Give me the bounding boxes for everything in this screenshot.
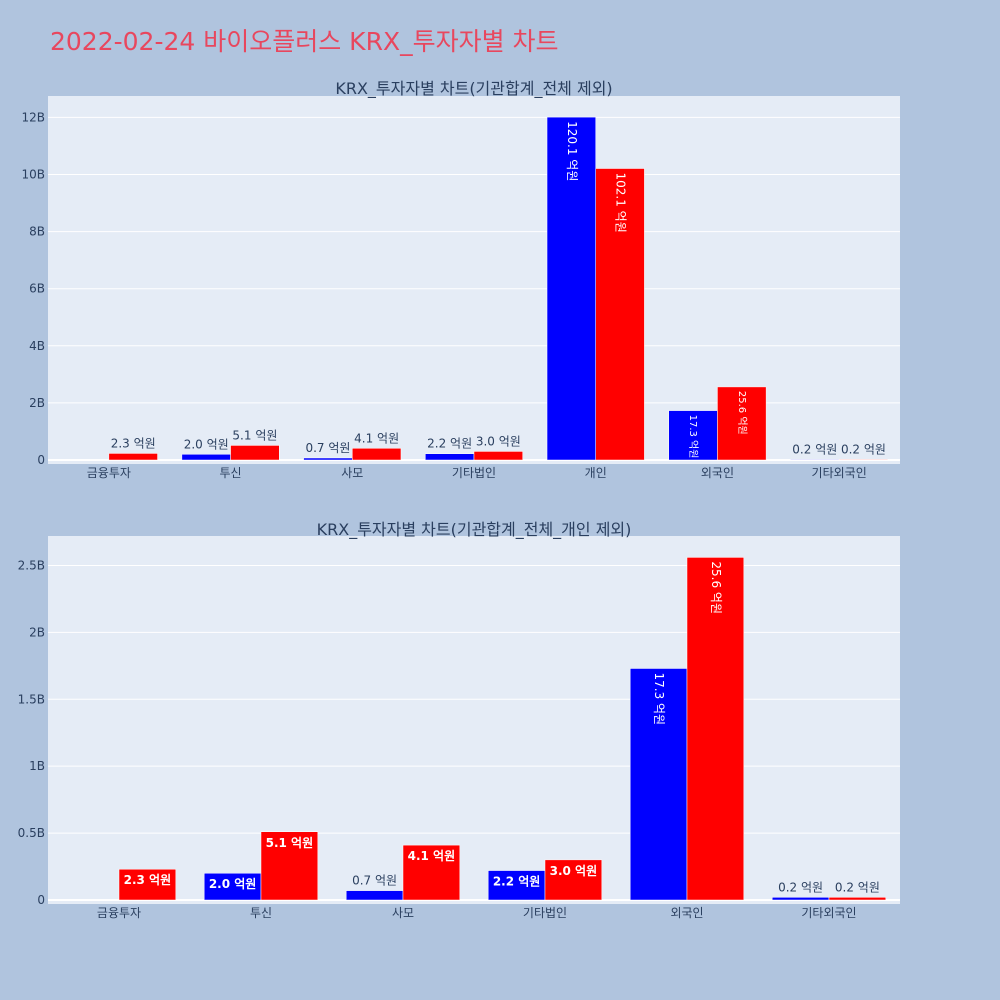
bar-value-label: 5.1 억원 <box>266 836 314 850</box>
x-tick-label: 사모 <box>392 906 414 920</box>
bar <box>425 453 475 461</box>
bar <box>203 872 262 901</box>
bar-value-label: 4.1 억원 <box>354 431 399 445</box>
bar <box>838 459 889 461</box>
bar <box>828 897 887 901</box>
bar <box>544 859 603 901</box>
x-tick-label: 기타법인 <box>452 466 496 480</box>
x-tick-label: 사모 <box>341 466 363 480</box>
x-tick-label: 외국인 <box>670 906 703 920</box>
bar-value-label: 2.3 억원 <box>124 873 172 887</box>
bar-value-label: 2.0 억원 <box>209 877 257 891</box>
bar-value-label: 25.6 억원 <box>736 391 748 435</box>
y-tick-label: 8B <box>29 225 45 239</box>
x-tick-label: 금융투자 <box>97 906 141 920</box>
bar-value-label: 0.2 억원 <box>778 880 823 894</box>
y-tick-label: 6B <box>29 282 45 296</box>
bar-value-label: 5.1 억원 <box>232 428 277 442</box>
top-chart-panel: 0 2B 4B 6B 8B 10B 12B KRX_투자자별 차트(기관합계_전체 제외) 금융… <box>21 79 900 480</box>
bar <box>771 897 830 901</box>
bar-value-label: 2.2 억원 <box>493 875 541 889</box>
bar-value-label: 102.1 억원 <box>614 173 628 233</box>
bar <box>181 454 231 461</box>
bar <box>118 868 177 901</box>
bar-value-label: 2.3 억원 <box>111 436 156 450</box>
bar <box>595 168 645 461</box>
bar-value-label: 0.2 억원 <box>792 442 837 456</box>
y-tick-label: 1.5B <box>18 692 45 706</box>
y-tick-label: 0.5B <box>18 826 45 840</box>
bar <box>546 116 596 461</box>
y-tick-label: 2.5B <box>18 558 45 572</box>
bar-value-label: 3.0 억원 <box>550 864 598 878</box>
bar <box>487 870 546 901</box>
bar <box>303 457 353 461</box>
bar <box>686 557 745 901</box>
plot-area <box>48 96 900 464</box>
bar <box>790 459 840 461</box>
bar <box>717 386 767 461</box>
y-tick-label: 0 <box>37 453 45 467</box>
bar-value-label: 0.7 억원 <box>352 874 397 888</box>
bar <box>629 668 688 901</box>
x-tick-label: 투신 <box>220 466 242 480</box>
chart-title: KRX_투자자별 차트(기관합계_전체_개인 제외) <box>317 520 632 540</box>
bar-value-label: 0.2 억원 <box>841 442 886 456</box>
bar-value-label: 120.1 억원 <box>565 121 579 181</box>
bar-value-label: 0.7 억원 <box>305 441 350 455</box>
bar <box>352 448 402 461</box>
bar-value-label: 17.3 억원 <box>687 415 699 459</box>
x-tick-label: 금융투자 <box>87 466 131 480</box>
bar <box>230 445 280 461</box>
bottom-chart-panel: 0 0.5B 1B 1.5B 2B 2.5B KRX_투자자별 차트(기관합계_전체_개인 … <box>18 520 900 920</box>
bar <box>260 831 319 901</box>
plot-area <box>48 536 900 904</box>
bar <box>473 451 523 461</box>
bar-value-label: 17.3 억원 <box>652 672 666 725</box>
bar-value-label: 3.0 억원 <box>476 434 521 448</box>
x-tick-label: 기타외국인 <box>801 906 856 920</box>
x-tick-label: 외국인 <box>701 466 734 480</box>
y-tick-label: 0 <box>37 893 45 907</box>
x-tick-label: 투신 <box>250 906 272 920</box>
page-title: 2022-02-24 바이오플러스 KRX_투자자별 차트 <box>50 27 559 56</box>
bar-value-label: 25.6 억원 <box>709 561 723 614</box>
y-tick-label: 4B <box>29 339 45 353</box>
x-tick-label: 기타외국인 <box>812 466 867 480</box>
bar-value-label: 2.0 억원 <box>184 437 229 451</box>
chart-title: KRX_투자자별 차트(기관합계_전체 제외) <box>335 79 612 99</box>
y-tick-label: 12B <box>21 110 45 124</box>
y-tick-label: 2B <box>29 625 45 639</box>
x-tick-label: 개인 <box>585 466 607 480</box>
y-tick-label: 2B <box>29 396 45 410</box>
x-tick-label: 기타법인 <box>523 906 567 920</box>
y-tick-label: 1B <box>29 759 45 773</box>
bar-value-label: 4.1 억원 <box>408 849 456 863</box>
bar <box>345 890 404 901</box>
bar-value-label: 2.2 억원 <box>427 437 472 451</box>
bar <box>668 410 718 461</box>
bar-value-label: 0.2 억원 <box>835 880 880 894</box>
y-tick-label: 10B <box>21 168 45 182</box>
bar <box>108 453 158 461</box>
bar <box>402 844 461 901</box>
